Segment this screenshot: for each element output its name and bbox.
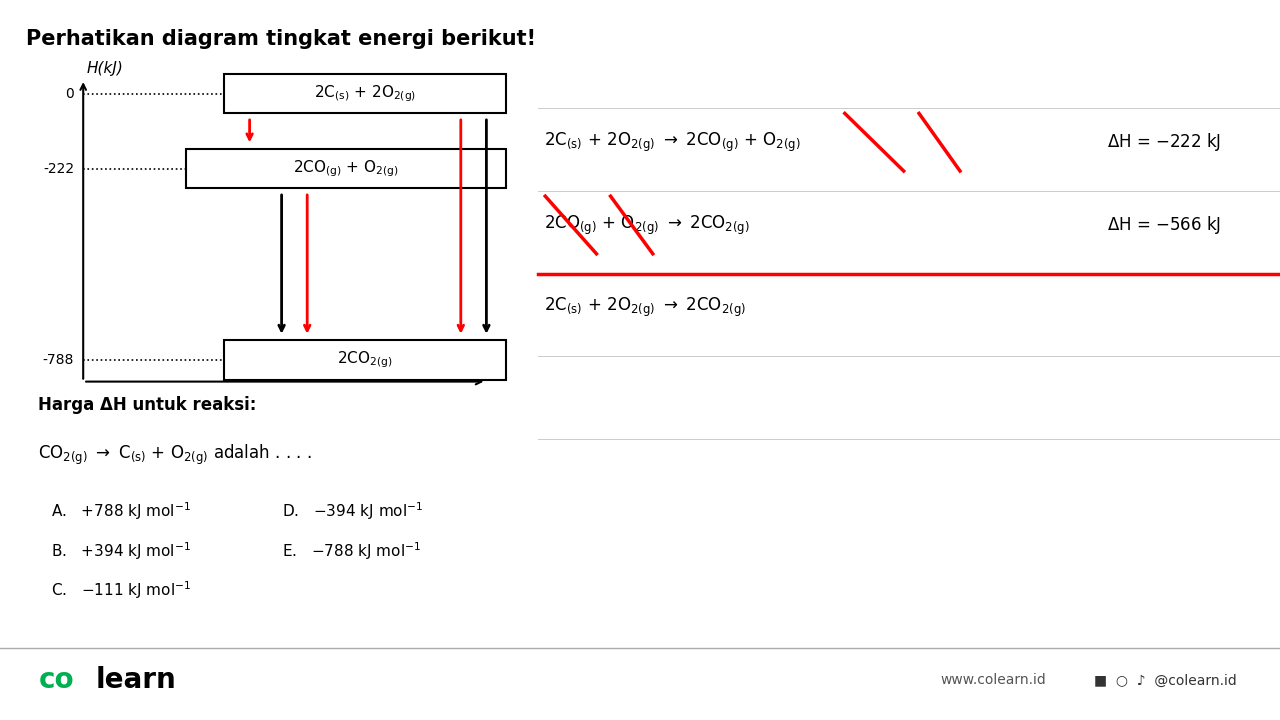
- Text: 2CO$_{\mathregular{(g)}}$ + O$_{\mathregular{2(g)}}$ $\rightarrow$ 2CO$_{\mathre: 2CO$_{\mathregular{(g)}}$ + O$_{\mathreg…: [544, 213, 750, 237]
- Text: 2C$_{\mathregular{(s)}}$ + 2O$_{\mathregular{2(g)}}$ $\rightarrow$ 2CO$_{\mathre: 2C$_{\mathregular{(s)}}$ + 2O$_{\mathreg…: [544, 130, 801, 154]
- Bar: [224, 73, 506, 113]
- Text: B.   +394 kJ mol$^{-1}$: B. +394 kJ mol$^{-1}$: [51, 540, 191, 562]
- Text: CO$_{\mathregular{2(g)}}$ $\rightarrow$ C$_{\mathregular{(s)}}$ + O$_{\mathregul: CO$_{\mathregular{2(g)}}$ $\rightarrow$ …: [38, 443, 312, 467]
- Text: learn: learn: [96, 667, 177, 694]
- Text: E.   −788 kJ mol$^{-1}$: E. −788 kJ mol$^{-1}$: [282, 540, 421, 562]
- Text: -788: -788: [42, 353, 74, 367]
- Text: co: co: [38, 667, 74, 694]
- Text: ■  ○  ♪  @colearn.id: ■ ○ ♪ @colearn.id: [1094, 673, 1238, 688]
- Text: 0: 0: [65, 86, 74, 101]
- Text: $\Delta$H = $-$566 kJ: $\Delta$H = $-$566 kJ: [1107, 214, 1221, 236]
- Bar: [224, 341, 506, 380]
- Text: 2C$_{\mathregular{(s)}}$ + 2O$_{\mathregular{2(g)}}$: 2C$_{\mathregular{(s)}}$ + 2O$_{\mathreg…: [314, 84, 416, 104]
- Text: C.   −111 kJ mol$^{-1}$: C. −111 kJ mol$^{-1}$: [51, 580, 192, 601]
- Text: A.   +788 kJ mol$^{-1}$: A. +788 kJ mol$^{-1}$: [51, 500, 191, 522]
- Text: -222: -222: [44, 162, 74, 176]
- Text: D.   −394 kJ mol$^{-1}$: D. −394 kJ mol$^{-1}$: [282, 500, 422, 522]
- Text: 2CO$_{\mathregular{(g)}}$ + O$_{\mathregular{2(g)}}$: 2CO$_{\mathregular{(g)}}$ + O$_{\mathreg…: [293, 158, 398, 179]
- Text: 2CO$_{\mathregular{2(g)}}$: 2CO$_{\mathregular{2(g)}}$: [337, 350, 393, 370]
- Text: Harga ΔH untuk reaksi:: Harga ΔH untuk reaksi:: [38, 396, 257, 414]
- Text: Perhatikan diagram tingkat energi berikut!: Perhatikan diagram tingkat energi beriku…: [26, 29, 535, 49]
- Text: $\Delta$H = $-$222 kJ: $\Delta$H = $-$222 kJ: [1107, 131, 1221, 153]
- Text: www.colearn.id: www.colearn.id: [941, 673, 1047, 688]
- Bar: [186, 149, 506, 189]
- Text: 2C$_{\mathregular{(s)}}$ + 2O$_{\mathregular{2(g)}}$ $\rightarrow$ 2CO$_{\mathre: 2C$_{\mathregular{(s)}}$ + 2O$_{\mathreg…: [544, 296, 746, 320]
- Text: H(kJ): H(kJ): [87, 60, 124, 76]
